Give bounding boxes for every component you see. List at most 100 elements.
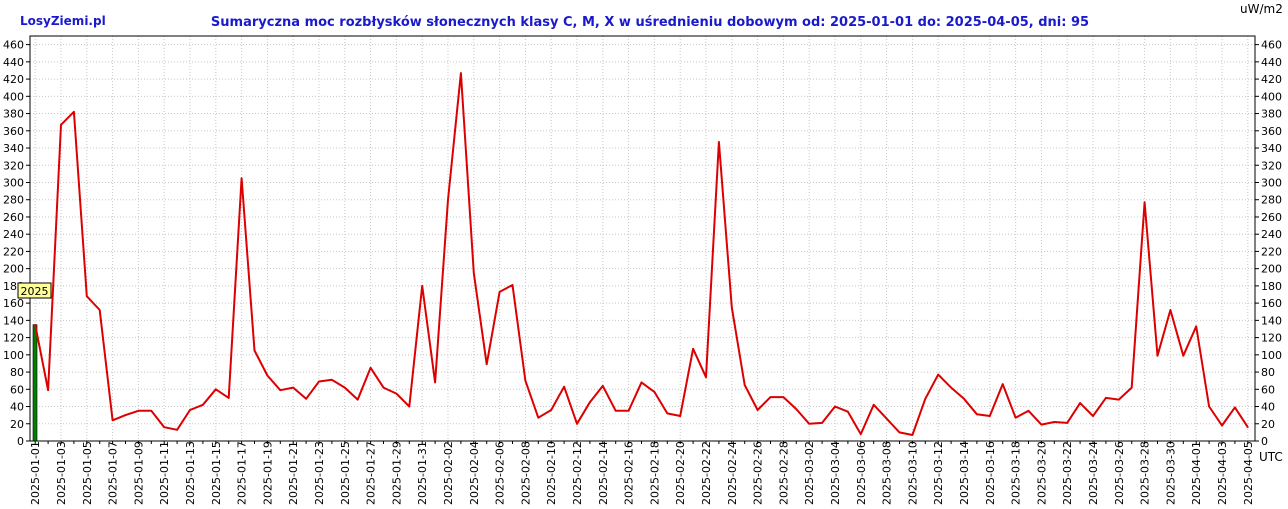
y-tick-label-right: 180 [1261, 280, 1282, 293]
data-point [1014, 416, 1017, 419]
y-tick-label-right: 220 [1261, 245, 1282, 258]
data-point [731, 306, 733, 309]
data-point [382, 386, 385, 389]
y-axis-right: 0 20 40 60 80 100 120 140 160 180 200 220 240 260 280 3… [1255, 39, 1282, 448]
data-point [253, 349, 256, 352]
y-tick-label-left: 120 [3, 332, 24, 345]
y-tick-label-right: 100 [1261, 349, 1282, 362]
data-point [485, 363, 488, 366]
series-layer [34, 72, 1249, 436]
y-tick-label-right: 300 [1261, 176, 1282, 189]
x-tick-label: 2025-02-12 [571, 441, 584, 505]
x-tick-label: 2025-01-15 [210, 441, 223, 505]
y-tick-label-right: 0 [1261, 435, 1268, 448]
data-point [1027, 410, 1030, 412]
data-point [369, 366, 372, 369]
year-marker-bar [32, 324, 38, 442]
grid [30, 36, 1255, 442]
data-point [718, 141, 720, 143]
data-point [782, 396, 785, 398]
data-point [563, 385, 565, 388]
data-point [408, 405, 411, 408]
data-point [47, 389, 49, 391]
data-point [524, 379, 527, 382]
y-tick-label-left: 220 [3, 245, 24, 258]
y-tick-label-right: 260 [1261, 211, 1282, 224]
data-point [202, 404, 204, 406]
y-tick-label-right: 440 [1261, 56, 1282, 69]
data-point [434, 381, 436, 384]
data-point [885, 417, 888, 420]
data-point [511, 284, 514, 286]
data-point [937, 373, 939, 376]
y-tick-label-left: 260 [3, 211, 24, 224]
data-point [795, 408, 798, 410]
data-point [1156, 354, 1159, 357]
x-tick-label: 2025-02-06 [494, 441, 507, 505]
x-tick-label: 2025-03-16 [984, 441, 997, 505]
data-point [1118, 398, 1120, 401]
y-tick-label-left: 440 [3, 56, 24, 69]
data-point [189, 409, 191, 411]
y-tick-label-right: 380 [1261, 108, 1282, 121]
y-tick-label-right: 120 [1261, 332, 1282, 345]
y-tick-label-right: 240 [1261, 228, 1282, 241]
x-tick-label: 2025-03-22 [1061, 441, 1074, 505]
data-point [98, 309, 101, 311]
year-marker-box [17, 282, 52, 299]
data-point [872, 404, 875, 406]
x-tick-label: 2025-03-12 [932, 441, 945, 505]
x-tick-label: 2025-01-13 [184, 441, 197, 505]
data-point [692, 347, 694, 350]
data-point [73, 111, 75, 113]
data-point [498, 291, 501, 293]
data-point [950, 386, 952, 389]
y-tick-label-left: 140 [3, 314, 24, 327]
x-tick-label: 2025-02-18 [648, 441, 661, 505]
data-point [163, 426, 165, 429]
x-tick-label: 2025-02-14 [597, 441, 610, 505]
data-point [576, 422, 578, 425]
data-point [344, 386, 346, 389]
x-tick-label: 2025-01-07 [107, 441, 120, 505]
x-tick-label: 2025-03-14 [958, 441, 971, 505]
x-tick-label: 2025-03-18 [1010, 441, 1023, 505]
x-tick-label: 2025-02-16 [623, 441, 636, 505]
x-tick-label: 2025-02-22 [700, 441, 713, 505]
x-axis: 2025-01-01 2025-01-03 2025-01-05 2025-01-07… [29, 441, 1255, 505]
x-tick-label: 2025-01-11 [158, 441, 171, 505]
data-point [537, 416, 540, 419]
data-point [331, 379, 333, 381]
x-tick-label: 2025-01-29 [390, 441, 403, 505]
data-point [1105, 397, 1107, 399]
y-tick-label-right: 40 [1261, 401, 1275, 414]
data-point [111, 419, 114, 422]
x-tick-label: 2025-02-26 [752, 441, 765, 505]
data-point [1234, 406, 1236, 409]
x-tick-label: 2025-01-21 [287, 441, 300, 505]
data-point [1169, 309, 1172, 311]
x-tick-label: 2025-01-27 [365, 441, 378, 505]
data-point [1247, 426, 1249, 429]
utc-label: UTC [1259, 450, 1283, 464]
data-point [627, 410, 630, 412]
site-logo: LosyZiemi.pl [20, 14, 106, 28]
data-point [963, 397, 965, 400]
data-point [589, 401, 591, 404]
x-tick-label: 2025-03-26 [1113, 441, 1126, 505]
x-tick-label: 2025-02-24 [726, 441, 739, 505]
year-marker-label: 2025 [17, 282, 52, 299]
y-tick-label-left: 380 [3, 108, 24, 121]
x-tick-label: 2025-03-04 [829, 441, 842, 505]
data-point [227, 397, 230, 399]
y-tick-label-right: 320 [1261, 159, 1282, 172]
data-point [318, 380, 320, 383]
y-tick-label-left: 0 [17, 435, 24, 448]
y-tick-label-left: 460 [3, 39, 24, 52]
y-tick-label-right: 160 [1261, 297, 1282, 310]
data-point [640, 381, 643, 384]
x-tick-label: 2025-01-05 [81, 441, 94, 505]
data-point [924, 397, 927, 400]
x-tick-label: 2025-02-08 [519, 441, 532, 505]
